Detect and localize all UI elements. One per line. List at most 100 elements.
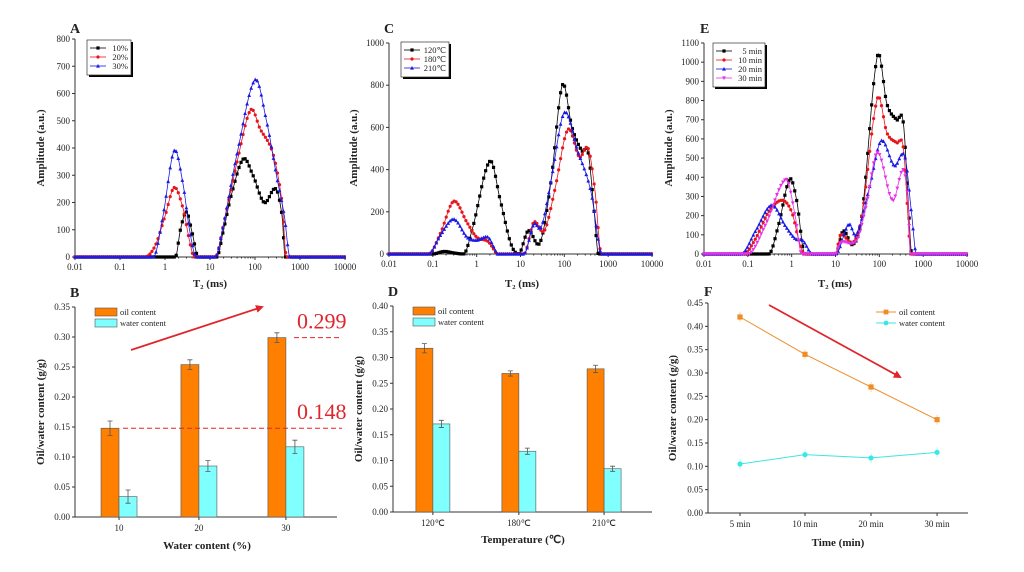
bar-oil-content (180, 364, 200, 518)
data-point (836, 246, 841, 251)
data-point (909, 207, 914, 212)
data-point (505, 229, 509, 233)
data-point (874, 104, 878, 108)
data-point (588, 166, 592, 170)
data-point (547, 215, 551, 219)
data-point (216, 246, 221, 250)
data-point (172, 148, 177, 153)
y-tick-label: 500 (57, 116, 71, 126)
y-tick-label: 600 (57, 89, 71, 99)
data-point (570, 127, 575, 131)
data-point (166, 179, 171, 184)
data-point (511, 247, 515, 251)
x-axis-title: Water content (%) (163, 540, 251, 552)
data-point (267, 142, 271, 146)
data-point (838, 241, 843, 246)
data-point (462, 231, 466, 235)
data-point (442, 221, 446, 225)
data-point (761, 220, 765, 225)
data-point (555, 179, 559, 183)
data-point (462, 252, 466, 256)
x-tick-label: 100 (248, 262, 262, 272)
data-point (269, 190, 274, 195)
data-point (588, 186, 593, 191)
y-axis-title: Oil/water content (g/g) (353, 356, 365, 462)
data-point (574, 144, 579, 149)
data-point (879, 64, 884, 68)
data-point (899, 152, 904, 157)
data-point (188, 232, 193, 237)
data-point (271, 187, 276, 192)
y-tick-label: 0 (695, 249, 700, 259)
error-bar (438, 419, 444, 428)
data-point (184, 210, 188, 214)
series-2 (702, 138, 969, 256)
data-point (468, 225, 472, 229)
legend-label: water content (120, 318, 167, 328)
data-point (535, 223, 539, 228)
data-point (551, 165, 555, 169)
data-point (751, 247, 756, 252)
series-line (389, 83, 652, 255)
data-point (257, 191, 261, 195)
bar-oil-content (267, 337, 287, 518)
panel-a: 0 100 200 300 400 500 600 700 800 T₂ (ms) Amplitud… (35, 22, 357, 290)
data-point (790, 201, 795, 206)
legend-label: 20 min (738, 64, 763, 74)
data-point (765, 219, 770, 224)
panel-letter: E (700, 22, 709, 37)
data-point (263, 200, 267, 205)
data-point (156, 255, 160, 259)
data-point (895, 161, 900, 165)
data-point (231, 172, 235, 176)
data-point (281, 209, 286, 213)
data-point (755, 233, 759, 238)
legend-marker (722, 66, 726, 71)
data-point (562, 137, 567, 141)
data-point (231, 187, 235, 191)
y-tick-label: 0.40 (687, 321, 703, 331)
data-point (891, 198, 896, 203)
data-point (566, 114, 571, 119)
data-point (885, 132, 890, 136)
data-point (464, 233, 468, 238)
data-point (868, 384, 874, 390)
data-point (559, 91, 563, 95)
data-point (284, 250, 288, 255)
legend-swatch (412, 306, 436, 316)
bar-water-content (518, 450, 537, 513)
x-tick-label: 1 (789, 259, 794, 269)
legend-label: 10% (112, 43, 128, 53)
data-point (889, 158, 894, 163)
data-point (215, 255, 219, 259)
data-point (543, 228, 547, 232)
x-tick-label: 0.1 (114, 262, 125, 272)
data-point (745, 245, 750, 249)
data-point (834, 251, 839, 256)
data-point (251, 174, 255, 178)
data-point (497, 195, 502, 199)
y-tick-label: 0.15 (687, 438, 703, 448)
x-tick-label: 1 (163, 262, 168, 272)
y-tick-label: 0.10 (687, 461, 703, 471)
data-point (538, 225, 543, 230)
data-point (887, 135, 892, 139)
data-point (887, 192, 892, 196)
legend-label: water content (899, 318, 946, 328)
data-point (781, 219, 785, 224)
data-point (594, 223, 599, 228)
data-point (761, 252, 765, 256)
legend-label: 120℃ (424, 45, 447, 55)
data-point (452, 251, 456, 255)
data-point (168, 195, 172, 199)
data-point (168, 165, 173, 170)
data-point (897, 177, 902, 182)
legend-box (712, 42, 766, 88)
series-3 (702, 150, 969, 257)
data-point (172, 255, 176, 259)
y-tick-label: 200 (371, 207, 385, 217)
data-point (486, 163, 490, 167)
data-point (759, 252, 763, 256)
data-point (901, 120, 905, 124)
data-point (802, 351, 808, 357)
